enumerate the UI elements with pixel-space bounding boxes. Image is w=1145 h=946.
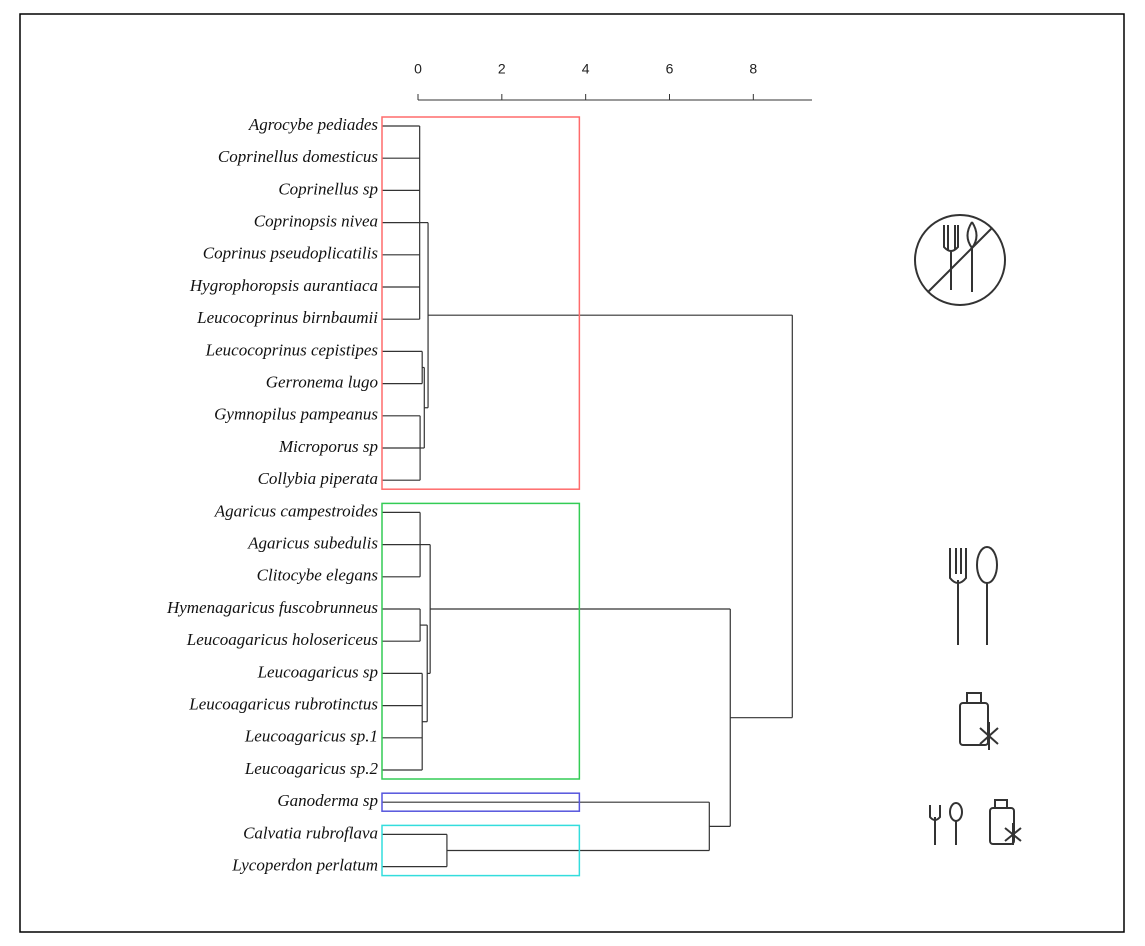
- leaf-label: Lycoperdon perlatum: [231, 856, 378, 875]
- leaf-label: Gymnopilus pampeanus: [214, 405, 378, 424]
- cluster-box: [381, 502, 581, 780]
- x-tick-label: 4: [582, 61, 590, 77]
- cluster-box: [381, 116, 581, 490]
- leaf-label: Ganoderma sp: [277, 791, 378, 810]
- leaf-label: Leucoagaricus rubrotinctus: [188, 695, 378, 714]
- x-tick-label: 8: [749, 61, 757, 77]
- icon-edible-medicinal: [929, 799, 1022, 845]
- leaf-label: Leucoagaricus holosericeus: [186, 630, 379, 649]
- x-tick-label: 6: [666, 61, 674, 77]
- leaf-label: Hymenagaricus fuscobrunneus: [166, 598, 378, 617]
- leaf-label: Leucoagaricus sp.1: [244, 727, 378, 746]
- leaf-label: Hygrophoropsis aurantiaca: [189, 276, 378, 295]
- leaf-label: Gerronema lugo: [266, 373, 378, 392]
- leaf-label: Agaricus subedulis: [247, 534, 378, 553]
- leaf-label: Leucoagaricus sp.2: [244, 759, 379, 778]
- leaf-label: Coprinellus domesticus: [218, 147, 378, 166]
- icon-not-edible: [914, 214, 1006, 306]
- x-tick-label: 2: [498, 61, 506, 77]
- leaf-label: Coprinopsis nivea: [254, 212, 378, 231]
- leaf-label: Agrocybe pediades: [248, 115, 379, 134]
- leaf-label: Collybia piperata: [258, 469, 378, 488]
- leaf-label: Leucocoprinus cepistipes: [205, 340, 379, 359]
- leaf-label: Agaricus campestroides: [214, 501, 379, 520]
- leaf-label: Leucocoprinus birnbaumii: [196, 308, 378, 327]
- x-tick-label: 0: [414, 61, 422, 77]
- icon-medicinal: [959, 692, 999, 750]
- leaf-label: Clitocybe elegans: [257, 566, 379, 585]
- leaf-label: Microporus sp: [278, 437, 378, 456]
- frame: [19, 13, 1125, 933]
- leaf-label: Calvatia rubroflava: [243, 823, 378, 842]
- cluster-box: [381, 792, 581, 812]
- leaf-label: Leucoagaricus sp: [257, 662, 378, 681]
- leaf-label: Coprinellus sp: [278, 179, 378, 198]
- cluster-box: [381, 824, 581, 877]
- icon-edible: [949, 546, 998, 645]
- leaf-label: Coprinus pseudoplicatilis: [203, 244, 379, 263]
